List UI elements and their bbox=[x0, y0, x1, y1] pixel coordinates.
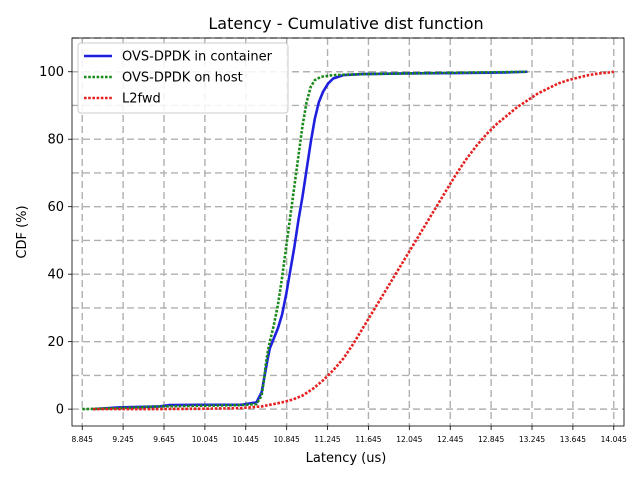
x-tick-label: 9.645 bbox=[153, 435, 175, 444]
x-axis-label: Latency (us) bbox=[306, 451, 387, 466]
x-tick-label: 11.645 bbox=[355, 435, 381, 444]
x-tick-label: 10.445 bbox=[233, 435, 259, 444]
ticks-layer: 8.845 9.245 9.645 10.045 10.445 10.845 11.245 1… bbox=[39, 65, 627, 444]
plot-frame bbox=[71, 37, 625, 427]
y-tick-label: 80 bbox=[47, 133, 64, 148]
y-tick-label: 40 bbox=[47, 268, 64, 283]
chart-title: Latency - Cumulative dist function bbox=[208, 14, 483, 33]
y-tick-label: 20 bbox=[47, 335, 64, 350]
series-line-l2fwd bbox=[92, 70, 614, 411]
x-tick-label: 10.045 bbox=[192, 435, 218, 444]
x-tick-label: 8.845 bbox=[71, 435, 93, 444]
x-tick-label: 12.045 bbox=[396, 435, 422, 444]
legend-label: L2fwd bbox=[122, 92, 161, 107]
x-tick-label: 9.245 bbox=[112, 435, 134, 444]
y-tick-label: 60 bbox=[47, 200, 64, 215]
x-tick-label: 11.245 bbox=[314, 435, 340, 444]
x-tick-label: 13.245 bbox=[519, 435, 545, 444]
legend-label: OVS-DPDK in container bbox=[122, 50, 273, 65]
legend-frame bbox=[77, 42, 289, 114]
x-tick-label: 10.845 bbox=[274, 435, 300, 444]
y-tick-label: 100 bbox=[39, 65, 64, 80]
x-tick-label: 13.645 bbox=[560, 435, 586, 444]
x-tick-label: 14.045 bbox=[601, 435, 627, 444]
x-tick-label: 12.445 bbox=[437, 435, 463, 444]
legend-label: OVS-DPDK on host bbox=[122, 71, 243, 86]
series-layer bbox=[82, 70, 614, 411]
x-tick-label: 12.845 bbox=[478, 435, 504, 444]
series-line-ovs-dpdk-on-host bbox=[82, 70, 528, 411]
y-axis-label: CDF (%) bbox=[15, 205, 30, 258]
y-tick-label: 0 bbox=[56, 403, 64, 418]
legend: OVS-DPDK in container OVS-DPDK on host L2f… bbox=[77, 42, 289, 114]
